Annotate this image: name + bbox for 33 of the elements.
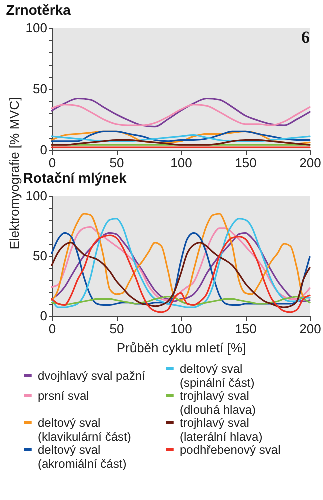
- legend-label: deltový sval (akromiální část): [38, 443, 127, 471]
- x-tick-label: 200: [300, 322, 322, 336]
- legend-label: prsní sval: [38, 389, 90, 403]
- legend-label: trojhlavý sval (dlouhá hlava): [180, 389, 256, 417]
- x-tick-label: 100: [170, 322, 192, 336]
- legend-label: deltový sval (spinální část): [180, 362, 255, 390]
- y-tick-label: 100: [26, 20, 48, 36]
- y-axis-title: Elektromyografie [% MVC]: [6, 97, 22, 250]
- legend-label: podhřebenový sval: [180, 443, 281, 457]
- line-series: [51, 130, 311, 142]
- x-axis-title: Průběh cyklu mletí [%]: [116, 340, 246, 356]
- x-tick-label: 100: [170, 156, 192, 170]
- x-tick-label: 150: [235, 156, 257, 170]
- annotation: 6: [302, 28, 310, 47]
- x-tick-label: 50: [110, 156, 124, 170]
- line-series: [51, 296, 311, 306]
- line-series: [51, 242, 311, 308]
- x-tick-label: 50: [110, 322, 124, 336]
- x-tick-label: 200: [300, 156, 322, 170]
- legend-label: dvojhlavý sval pažní: [38, 369, 146, 383]
- x-tick-label: 150: [235, 322, 257, 336]
- chart-title: Rotační mlýnek: [23, 170, 127, 186]
- y-tick-label: 100: [26, 188, 48, 204]
- y-tick-label: 0: [40, 308, 48, 324]
- line-series: [51, 98, 311, 128]
- y-tick-label: 50: [33, 82, 48, 96]
- line-series: [51, 134, 311, 142]
- y-tick-label: 50: [33, 248, 48, 264]
- line-series: [51, 104, 311, 126]
- legend-label: deltový sval (klavikulární část): [38, 416, 132, 444]
- y-tick-label: 0: [40, 142, 48, 158]
- legend-label: trojhlavý sval (laterální hlava): [180, 416, 263, 444]
- chart-title: Zrnotěrka: [6, 2, 72, 18]
